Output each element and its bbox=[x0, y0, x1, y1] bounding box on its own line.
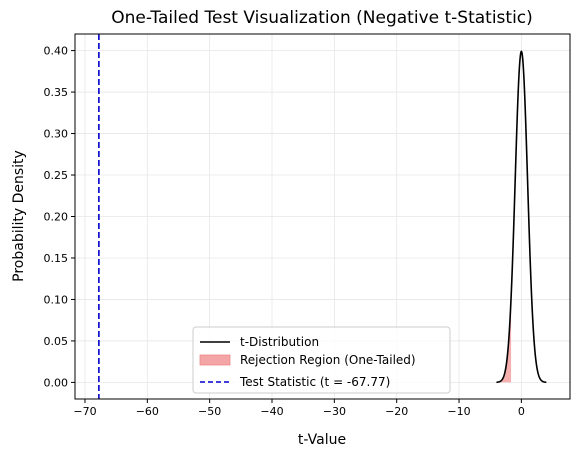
y-tick-label: 0.05 bbox=[44, 335, 69, 348]
y-tick-label: 0.10 bbox=[44, 293, 69, 306]
y-tick-label: 0.35 bbox=[44, 86, 69, 99]
x-tick-label: −40 bbox=[260, 405, 283, 418]
plot-area: −70 −60 −50 −40 −30 −20 −10 0 0.000.050.100.150… bbox=[44, 33, 571, 418]
x-tick-label: −30 bbox=[323, 405, 346, 418]
x-tick-label: −50 bbox=[198, 405, 221, 418]
legend-label-rejection-region: Rejection Region (One-Tailed) bbox=[240, 353, 416, 367]
legend-label-test-statistic: Test Statistic (t = -67.77) bbox=[239, 375, 390, 389]
x-tick-label: −20 bbox=[385, 405, 408, 418]
series-layer bbox=[98, 34, 547, 399]
y-axis-title: Probability Density bbox=[11, 150, 27, 282]
legend-label-t-distribution: t-Distribution bbox=[240, 335, 319, 349]
x-axis: −70 −60 −50 −40 −30 −20 −10 0 bbox=[73, 399, 525, 418]
x-tick-label: −60 bbox=[136, 405, 159, 418]
x-tick-label: −10 bbox=[447, 405, 470, 418]
legend-box bbox=[192, 326, 451, 394]
y-tick-label: 0.15 bbox=[44, 252, 69, 265]
chart-title: One-Tailed Test Visualization (Negative … bbox=[111, 8, 533, 28]
x-tick-label: −70 bbox=[73, 405, 96, 418]
y-tick-label: 0.40 bbox=[44, 45, 69, 58]
y-tick-label: 0.20 bbox=[44, 211, 69, 224]
x-tick-label: 0 bbox=[518, 405, 525, 418]
y-axis: 0.00 0.05 0.10 0.15 0.20 0.25 0.30 0.35 0.40 bbox=[44, 45, 75, 389]
legend-swatch-rejection-region bbox=[199, 354, 231, 366]
y-tick-label: 0.30 bbox=[44, 128, 69, 141]
y-tick-label: 0.25 bbox=[44, 169, 69, 182]
t-distribution-line bbox=[496, 50, 547, 384]
x-axis-title: t-Value bbox=[298, 432, 346, 448]
legend: t-Distribution Rejection Region (One-Tai… bbox=[192, 326, 451, 394]
y-tick-label: 0.00 bbox=[44, 376, 69, 389]
grid bbox=[75, 34, 570, 399]
